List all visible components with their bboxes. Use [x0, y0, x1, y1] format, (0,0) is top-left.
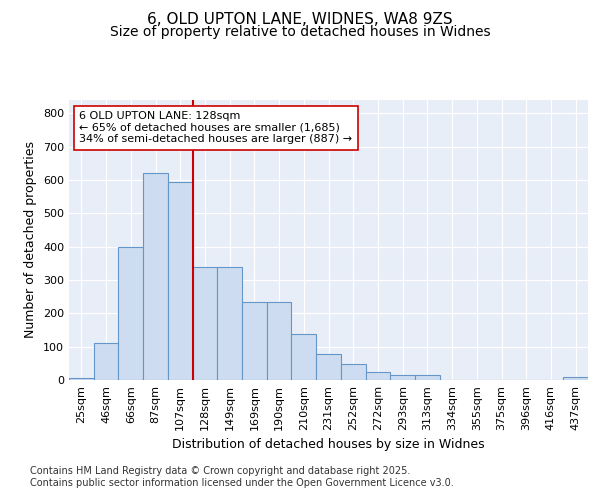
Text: 6, OLD UPTON LANE, WIDNES, WA8 9ZS: 6, OLD UPTON LANE, WIDNES, WA8 9ZS — [147, 12, 453, 28]
Bar — [217, 268, 242, 380]
Bar — [563, 378, 588, 380]
Bar — [415, 375, 440, 380]
Bar — [242, 302, 267, 380]
Bar — [390, 375, 415, 380]
X-axis label: Distribution of detached houses by size in Widnes: Distribution of detached houses by size … — [172, 438, 485, 452]
Bar — [143, 174, 168, 380]
Bar — [168, 182, 193, 380]
Text: Contains HM Land Registry data © Crown copyright and database right 2025.
Contai: Contains HM Land Registry data © Crown c… — [30, 466, 454, 487]
Bar — [292, 334, 316, 380]
Bar — [365, 372, 390, 380]
Bar — [69, 378, 94, 380]
Y-axis label: Number of detached properties: Number of detached properties — [25, 142, 37, 338]
Bar — [193, 268, 217, 380]
Bar — [341, 364, 365, 380]
Text: Size of property relative to detached houses in Widnes: Size of property relative to detached ho… — [110, 25, 490, 39]
Bar — [267, 302, 292, 380]
Bar — [118, 246, 143, 380]
Text: 6 OLD UPTON LANE: 128sqm
← 65% of detached houses are smaller (1,685)
34% of sem: 6 OLD UPTON LANE: 128sqm ← 65% of detach… — [79, 111, 353, 144]
Bar — [94, 344, 118, 380]
Bar — [316, 354, 341, 380]
